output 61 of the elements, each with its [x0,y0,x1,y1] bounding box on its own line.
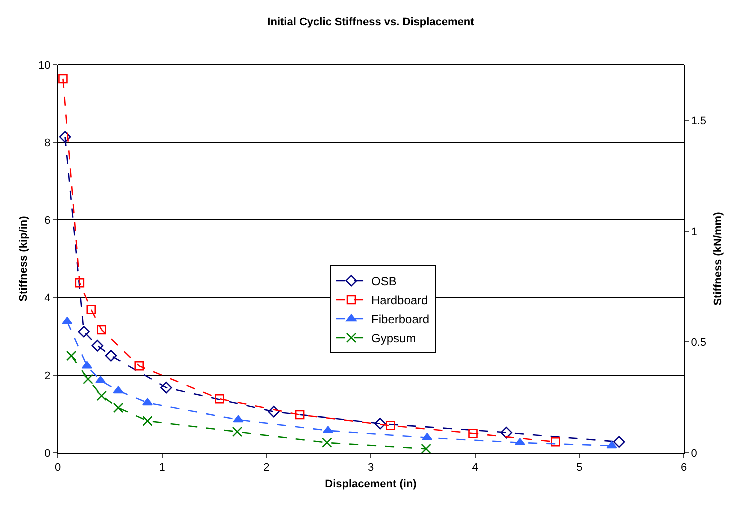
point [606,441,618,449]
legend-label: OSB [372,274,397,289]
point [551,437,560,447]
legend-label: Fiberboard [372,312,430,327]
point [96,390,107,402]
point [160,382,172,394]
point [215,394,224,404]
point [97,325,106,335]
x-tick-label: 5 [576,462,583,474]
y-tick-label: 8 [44,137,51,150]
point [468,428,478,438]
point [422,433,433,441]
y-tick-label: 4 [44,292,51,305]
point [142,398,153,406]
point [386,421,396,430]
y2-tick-label: 0.5 [691,337,706,350]
point [514,438,526,446]
point [83,374,94,384]
x-tick-label: 4 [472,462,478,474]
point [66,350,77,362]
point [59,131,72,144]
point [613,436,626,448]
point [142,416,153,426]
point [105,350,118,362]
x-tick-label: 2 [264,462,270,474]
point [295,410,305,420]
point [421,444,432,453]
y-axis-title: Stiffness (kip/in) [18,216,30,302]
point [374,418,386,430]
point [78,326,90,338]
point [322,426,334,434]
point [500,426,512,439]
legend-label: Hardboard [372,294,428,308]
y-tick-label: 2 [44,370,51,382]
point [82,361,92,369]
y-tick-label: 10 [38,60,51,72]
point [86,305,96,314]
x-tick-label: 3 [368,462,374,474]
point [268,406,280,418]
x-tick-label: 1 [159,462,166,474]
point [113,402,124,414]
x-axis-title: Displacement (in) [325,478,418,490]
legend-label: Gypsum [372,332,416,346]
x-tick-label: 0 [54,462,62,474]
y2-tick-label: 1.5 [691,116,706,128]
point [75,278,85,288]
y2-axis-title: Stiffness (kN/mm) [712,212,725,306]
point [322,438,332,448]
point [62,317,73,325]
chart-title: Initial Cyclic Stiffness vs. Displacement [268,16,475,28]
point [232,426,243,438]
y-tick-label: 6 [44,215,51,228]
point [233,415,244,423]
y2-tick-label: 0 [691,448,698,460]
point [113,386,124,394]
point [92,340,104,352]
y-tick-label: 0 [44,448,51,460]
point [134,361,144,371]
x-tick-label: 6 [680,462,688,474]
y2-tick-label: 1 [691,226,698,238]
point [58,74,68,84]
